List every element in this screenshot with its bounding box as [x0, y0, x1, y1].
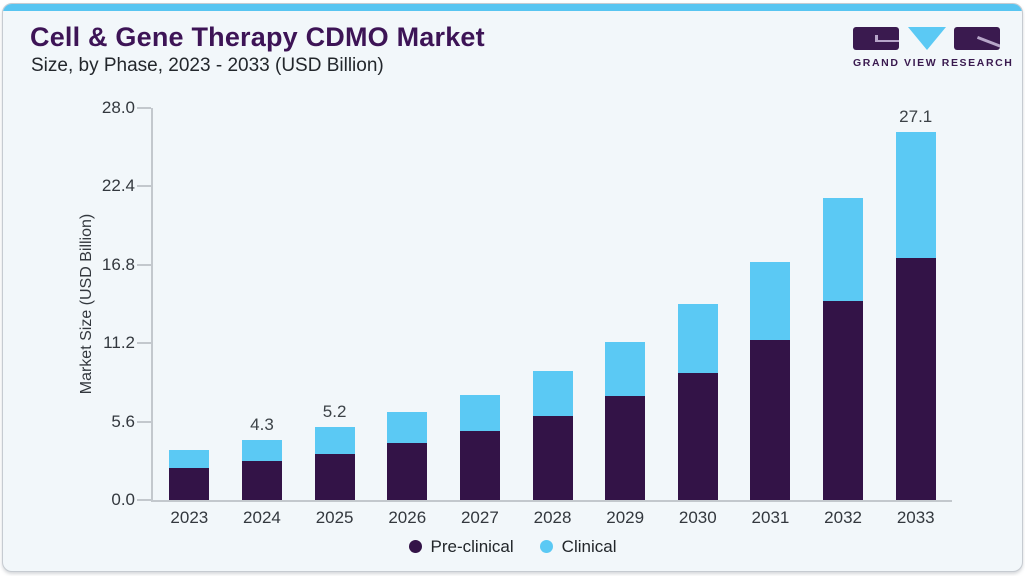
grand-view-research-logo: GRAND VIEW RESEARCH: [853, 27, 1014, 69]
top-accent-bar: [3, 4, 1022, 11]
legend-dot-icon: [408, 540, 422, 553]
bar-column-2028: [516, 108, 589, 500]
y-tick-mark-5.6: [137, 420, 151, 423]
bar-column-2032: [807, 108, 880, 500]
y-tick-label-22.4: 22.4: [101, 176, 135, 196]
bar-column-2023: [153, 108, 226, 500]
bar-column-2027: [444, 108, 517, 500]
chart-legend: Pre-clinical Clinical: [3, 538, 1022, 555]
legend-label: Pre-clinical: [430, 537, 514, 556]
bar-segment-clinical-2028: [532, 371, 573, 416]
bar-column-2030: [661, 108, 734, 500]
bar-column-2024: 4.3: [226, 108, 299, 500]
y-tick-mark-28.0: [137, 107, 151, 109]
x-tick-label-2024: 2024: [243, 508, 281, 527]
bar-segment-preclinical-2028: [532, 416, 573, 500]
x-axis-labels: 2023 2024 2025 2026 2027 2028 2029 2030 2031 2032…: [153, 509, 952, 526]
bar-column-2033: 27.1: [879, 108, 952, 500]
bar-segment-clinical-2030: [677, 304, 718, 373]
bar-column-2025: 5.2: [298, 108, 371, 500]
plot-area: 4.3 5.2 27.1 2023 2024 2025 2026 2027 2028 2029 2…: [102, 99, 952, 526]
x-tick-label-2027: 2027: [460, 508, 499, 527]
y-tick-mark-0.0: [137, 499, 151, 501]
bar-total-label-2025: 5.2: [322, 402, 347, 422]
bar-column-2026: [371, 108, 444, 500]
x-tick-label-2032: 2032: [824, 508, 862, 527]
report-card: Cell & Gene Therapy CDMO Market Size, by…: [2, 3, 1023, 572]
y-tick-label-11.2: 11.2: [103, 333, 135, 353]
bar-segment-preclinical-2032: [823, 301, 864, 500]
bar-total-label-2024: 4.3: [250, 414, 274, 434]
bar-segment-preclinical-2024: [241, 460, 282, 500]
y-tick-mark-22.4: [137, 185, 151, 188]
bar-segment-preclinical-2025: [314, 453, 355, 500]
bar-segment-clinical-2026: [387, 411, 428, 443]
bar-segment-preclinical-2030: [677, 372, 718, 500]
y-axis-title: Market Size (USD Billion): [78, 213, 95, 395]
y-tick-label-16.8: 16.8: [101, 254, 135, 274]
legend-dot-icon: [539, 540, 553, 553]
legend-label: Clinical: [561, 537, 617, 556]
x-tick-label-2023: 2023: [170, 508, 209, 527]
x-tick-label-2026: 2026: [388, 508, 427, 527]
x-tick-label-2029: 2029: [606, 508, 645, 527]
logo-r-icon: [954, 27, 1000, 50]
bar-segment-clinical-2032: [823, 197, 864, 302]
bar-total-label-2033: 27.1: [899, 107, 933, 126]
bar-column-2031: [734, 108, 807, 500]
bar-segment-preclinical-2023: [169, 467, 210, 500]
x-tick-label-2031: 2031: [751, 508, 790, 527]
bars-row: 4.3 5.2 27.1: [153, 108, 952, 500]
y-tick-mark-16.8: [137, 263, 151, 266]
legend-item-pre-clinical: Pre-clinical: [408, 537, 514, 556]
bar-segment-clinical-2024: [241, 439, 282, 461]
bar-segment-preclinical-2031: [750, 340, 791, 500]
bar-segment-clinical-2025: [314, 427, 355, 454]
x-tick-label-2030: 2030: [678, 508, 717, 527]
y-tick-label-28.0: 28.0: [101, 98, 135, 117]
bar-segment-clinical-2027: [459, 395, 500, 432]
x-tick-label-2025: 2025: [315, 508, 354, 527]
page-subtitle: Size, by Phase, 2023 - 2033 (USD Billion…: [31, 55, 384, 76]
bar-segment-preclinical-2029: [605, 396, 646, 500]
y-tick-label-0.0: 0.0: [111, 490, 135, 509]
logo-wordmark: GRAND VIEW RESEARCH: [853, 57, 1014, 69]
bar-segment-clinical-2031: [750, 262, 791, 341]
y-tick-mark-11.2: [137, 342, 151, 345]
bar-segment-preclinical-2026: [387, 442, 428, 500]
legend-item-clinical: Clinical: [539, 537, 617, 556]
page-title: Cell & Gene Therapy CDMO Market: [30, 22, 485, 52]
logo-v-triangle-icon: [907, 27, 946, 50]
x-tick-label-2028: 2028: [533, 508, 572, 527]
logo-marks: [853, 27, 1000, 51]
bar-segment-clinical-2029: [605, 341, 646, 397]
y-tick-label-5.6: 5.6: [111, 411, 135, 431]
x-tick-label-2033: 2033: [896, 508, 935, 527]
bar-segment-preclinical-2027: [459, 431, 500, 500]
bar-column-2029: [589, 108, 662, 500]
bar-segment-clinical-2023: [169, 449, 210, 468]
bar-segment-preclinical-2033: [895, 258, 936, 500]
logo-g-icon: [853, 27, 899, 50]
bar-segment-clinical-2033: [895, 132, 936, 259]
